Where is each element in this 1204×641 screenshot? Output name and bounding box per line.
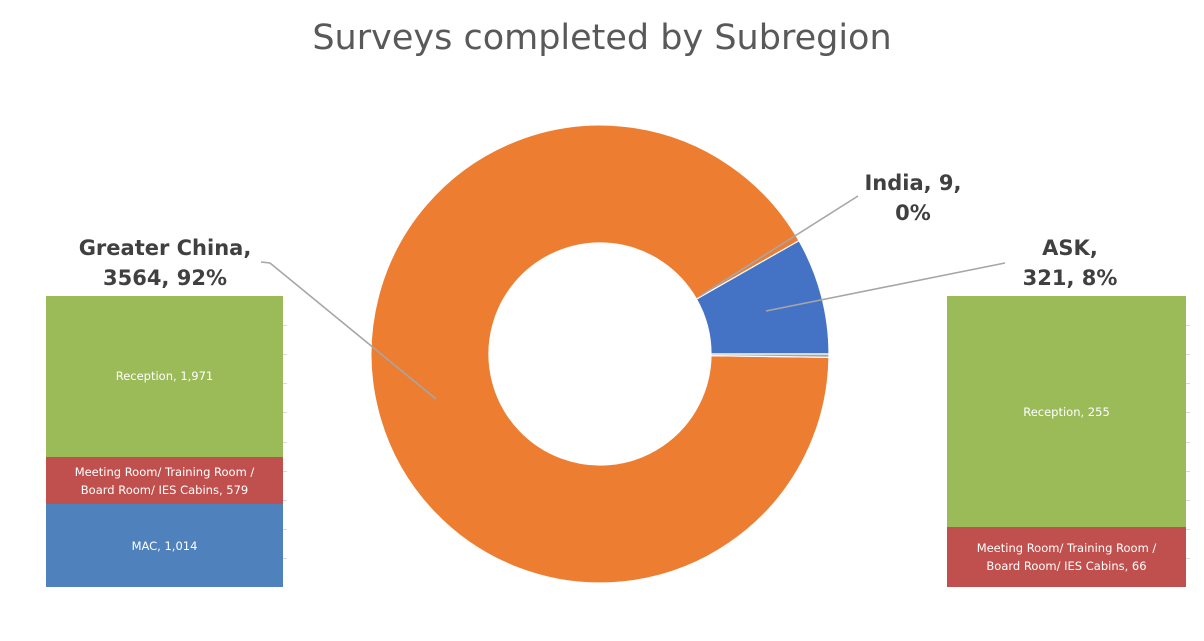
chart-title: Surveys completed by Subregion [312,18,892,58]
gridline-tick [1186,383,1190,385]
stacked-column-ask: Meeting Room/ Training Room / Board Room… [947,296,1190,587]
gridline-tick [1186,528,1190,530]
segment-reception: Reception, 255 [947,296,1186,528]
gridline-tick [283,528,287,530]
leader-line-india [699,195,859,297]
segment-meeting-room: Meeting Room/ Training Room / Board Room… [46,456,283,505]
segment-label: Meeting Room/ Training Room / Board Room… [74,464,255,497]
gridline-tick [283,470,287,472]
data-label-ask: ASK, 321, 8% [1022,236,1118,290]
gridline-tick [1186,441,1190,443]
segment-reception: Reception, 1,971 [46,296,283,457]
gridline-tick [283,325,287,327]
gridline-tick [1186,354,1190,356]
segment-label: Reception, 1,971 [115,369,214,384]
gridline-tick [283,441,287,443]
gridline-tick [283,412,287,414]
donut-slice-india [710,353,830,358]
gridline-tick [283,557,287,559]
data-label-india: India, 9, 0% [864,171,962,225]
data-label-greater-china: Greater China, 3564, 92% [78,236,252,290]
segment-mac: MAC, 1,014 [46,504,283,587]
segment-label: Meeting Room/ Training Room / Board Room… [976,541,1157,574]
gridline-tick [1186,470,1190,472]
segment-meeting-room: Meeting Room/ Training Room / Board Room… [947,527,1186,587]
leader-line-ask [765,262,1006,312]
gridline-tick [1186,412,1190,414]
segment-label: MAC, 1,014 [131,538,198,553]
donut-slice-greater-china [370,124,830,584]
stacked-column-greater-china: MAC, 1,014 Meeting Room/ Training Room / … [46,296,287,587]
gridline-tick [283,499,287,501]
leader-line-greater-china [260,261,437,400]
gridline-tick [283,354,287,356]
gridline-tick [1186,325,1190,327]
gridline-tick [1186,557,1190,559]
gridline-tick [1186,499,1190,501]
gridline-tick [283,383,287,385]
segment-label: Reception, 255 [1023,404,1110,419]
